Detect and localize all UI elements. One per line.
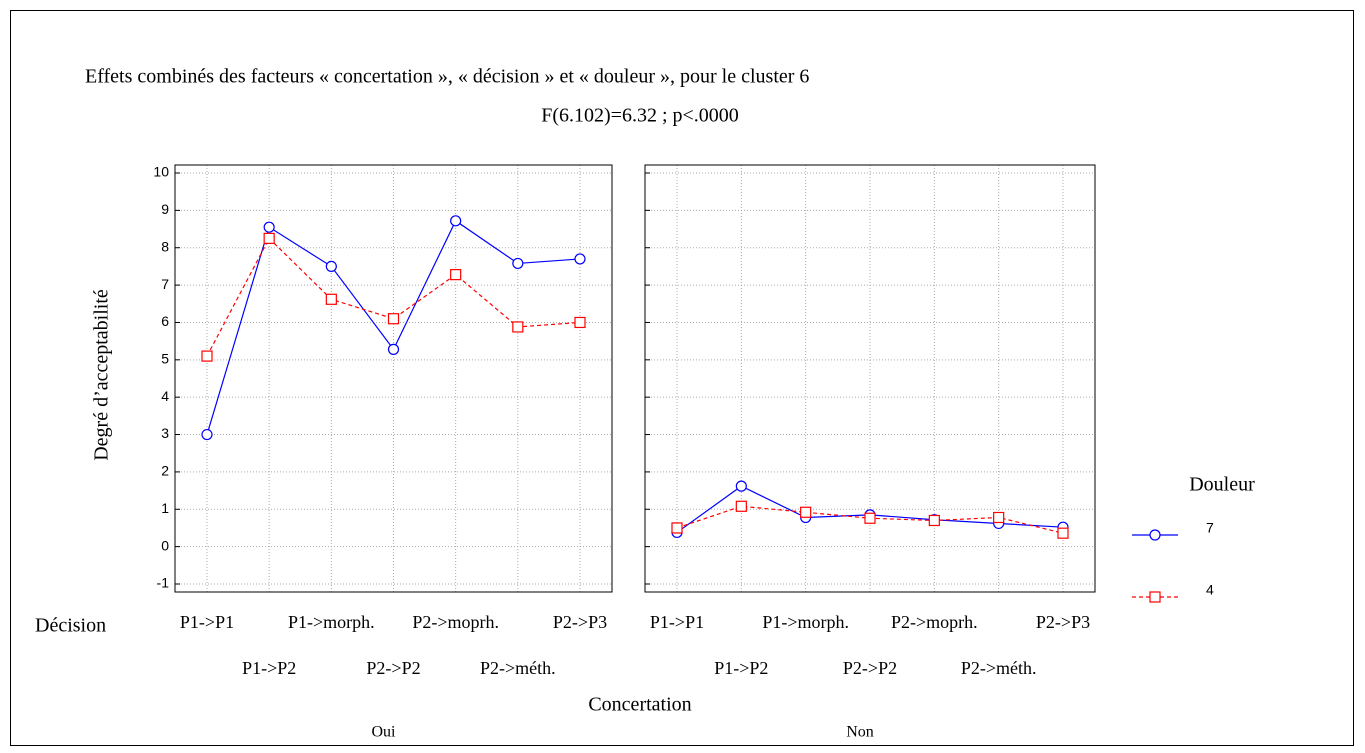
y-tick-label: 5 xyxy=(161,351,169,367)
y-tick-label: 8 xyxy=(161,238,169,254)
x-tick-label: P1->P1 xyxy=(650,612,704,632)
x-tick-label: P2->moprh. xyxy=(891,612,978,632)
y-tick-label: 0 xyxy=(161,537,169,553)
marker xyxy=(387,313,400,325)
marker xyxy=(800,506,812,518)
x-tick-label: P1->P2 xyxy=(242,658,296,678)
x-tick-label: P2->P2 xyxy=(843,658,897,678)
y-tick-label: 10 xyxy=(153,164,169,180)
marker xyxy=(263,232,275,244)
x-tick-label: P1->morph. xyxy=(288,612,375,632)
marker xyxy=(574,316,586,329)
y-tick-label: 1 xyxy=(161,500,169,516)
marker xyxy=(928,514,940,527)
chart-title: Effets combinés des facteurs « concertat… xyxy=(85,66,809,88)
x-tick-label: P1->P1 xyxy=(180,612,234,632)
panel xyxy=(644,164,1096,593)
marker xyxy=(450,269,462,281)
legend-title: Douleur xyxy=(1189,474,1255,496)
marker xyxy=(864,512,876,524)
marker xyxy=(735,480,747,492)
legend-label: 7 xyxy=(1206,520,1214,536)
x-tick-label: P2->P3 xyxy=(1036,612,1090,632)
x-tick-label: P2->moprh. xyxy=(412,612,499,632)
marker xyxy=(1149,529,1161,541)
marker xyxy=(325,293,337,305)
y-tick-label: 6 xyxy=(161,313,169,329)
marker xyxy=(263,221,275,233)
marker xyxy=(512,257,524,270)
y-tick-label: 2 xyxy=(161,463,169,479)
chart-subtitle: F(6.102)=6.32 ; p<.0000 xyxy=(541,105,739,127)
marker xyxy=(201,350,213,362)
legend-label: 4 xyxy=(1206,582,1214,598)
x-tick-label: P2->méth. xyxy=(480,658,556,678)
panel-label: Non xyxy=(846,724,874,741)
x-tick-label: P2->P2 xyxy=(366,658,420,678)
x-row-label: Décision xyxy=(35,615,106,637)
y-tick-label: 4 xyxy=(161,388,169,404)
marker xyxy=(450,215,462,227)
y-axis-label: Degré d’acceptabilité xyxy=(91,289,113,461)
y-tick-label: 9 xyxy=(161,201,169,217)
frame xyxy=(10,10,1354,746)
y-tick-label: 7 xyxy=(161,276,169,292)
x-axis-label: Concertation xyxy=(588,694,691,716)
x-tick-label: P2->méth. xyxy=(961,658,1037,678)
marker xyxy=(387,343,400,355)
marker xyxy=(1149,591,1161,603)
marker xyxy=(671,522,683,534)
panel-label: Oui xyxy=(372,724,397,741)
panel xyxy=(174,164,613,593)
y-tick-label: -1 xyxy=(157,575,170,591)
marker xyxy=(325,260,337,273)
marker xyxy=(735,500,747,512)
x-tick-label: P1->morph. xyxy=(762,612,849,632)
marker xyxy=(512,321,524,333)
y-tick-label: 3 xyxy=(161,425,169,441)
marker xyxy=(201,428,213,441)
x-tick-label: P2->P3 xyxy=(553,612,607,632)
x-tick-label: P1->P2 xyxy=(714,658,768,678)
marker xyxy=(1057,527,1069,539)
marker xyxy=(993,511,1005,524)
marker xyxy=(574,253,586,265)
